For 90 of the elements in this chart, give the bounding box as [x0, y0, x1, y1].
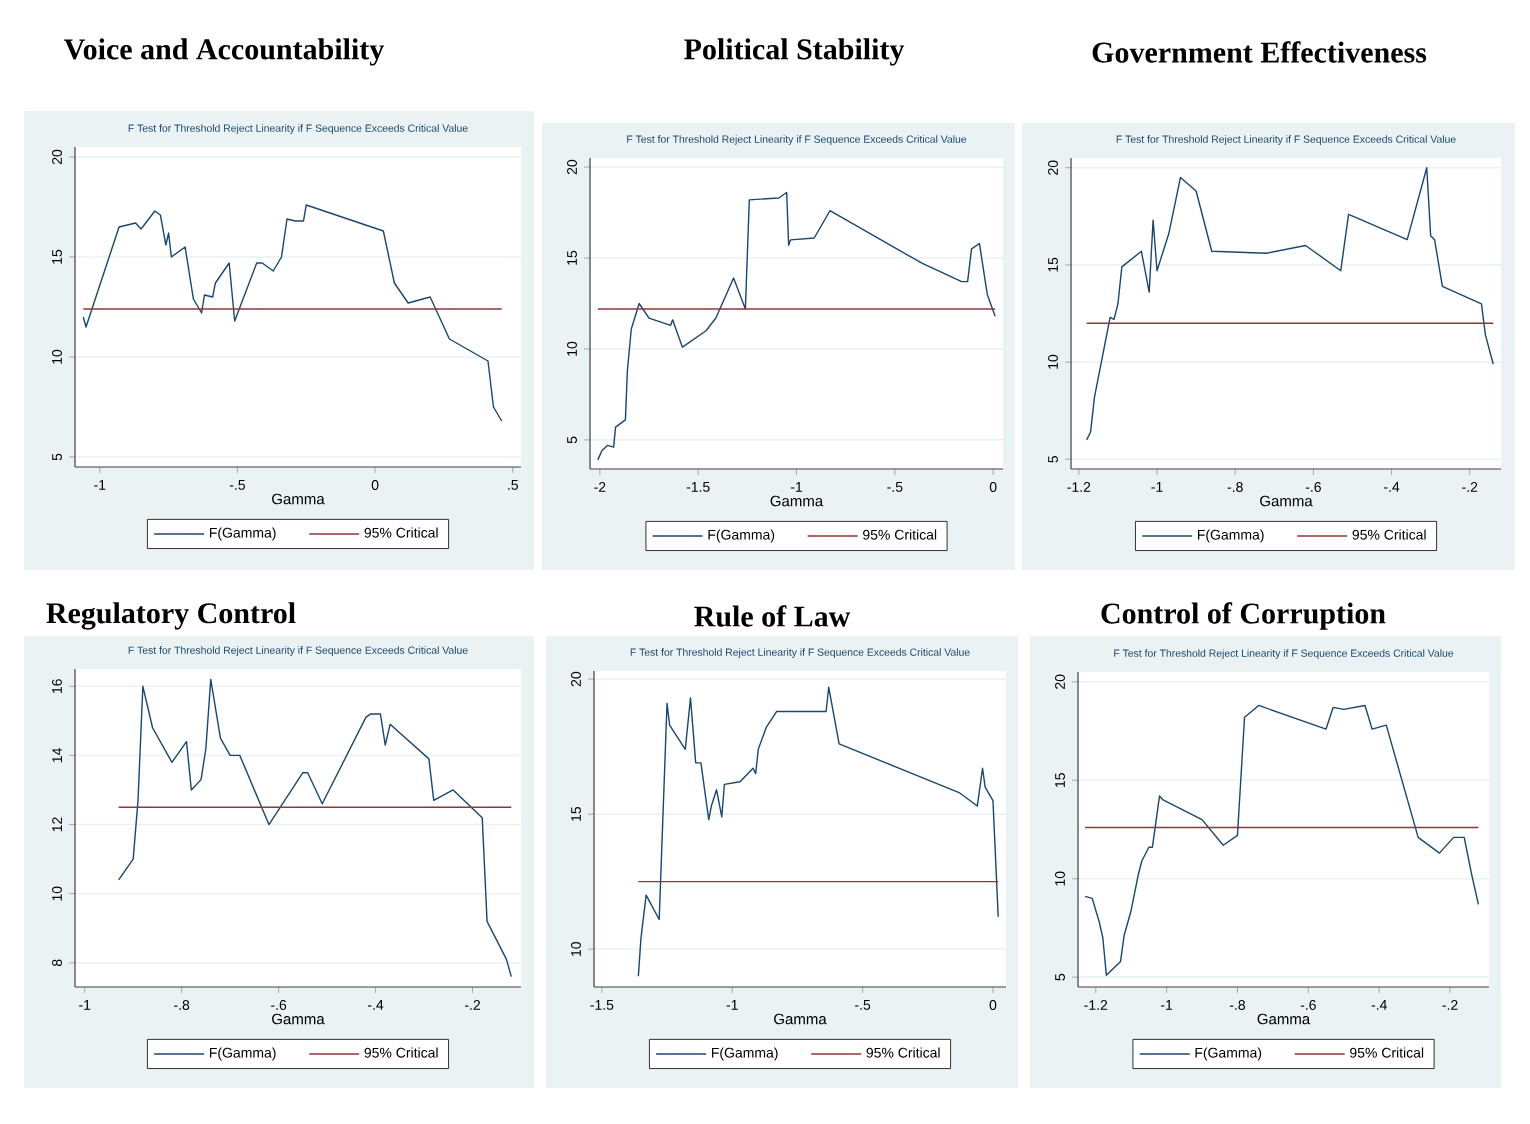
x-tick-label: -.5 — [229, 480, 245, 490]
y-tick-label: 15 — [52, 249, 62, 264]
x-tick-label: -.8 — [1227, 482, 1243, 492]
y-tick-label: 15 — [571, 806, 581, 821]
x-tick-label: -.4 — [1371, 1000, 1387, 1010]
x-tick-label: -.2 — [1462, 482, 1478, 492]
x-tick-label: -.2 — [464, 1000, 480, 1010]
x-tick-label: -.6 — [1300, 1000, 1316, 1010]
chart-title: Rule of Law — [694, 605, 851, 627]
x-tick-label: 0 — [371, 480, 379, 490]
y-tick-label: 5 — [52, 453, 62, 461]
x-tick-label: -1.5 — [590, 1000, 614, 1010]
x-tick-label: .5 — [508, 480, 518, 490]
x-tick-label: -1.5 — [686, 482, 710, 492]
legend-label: 95% Critical — [863, 529, 937, 540]
line-series — [1084, 704, 1480, 976]
legend-label: 95% Critical — [364, 527, 438, 538]
x-tick-label: -.8 — [1229, 1000, 1246, 1010]
x-axis-title: Gamma — [774, 1013, 827, 1025]
chart-subtitle: F Test for Threshold Reject Linearity if F Sequence Exceeds Critical Value — [1114, 649, 1454, 659]
y-tick-label: 5 — [567, 436, 577, 444]
line-series — [597, 191, 996, 461]
y-tick-label: 20 — [1048, 160, 1058, 175]
x-tick-label: -.5 — [855, 1000, 871, 1010]
x-tick-label: -.4 — [1384, 482, 1400, 492]
y-tick-label: 8 — [52, 959, 62, 967]
y-tick-label: 15 — [1048, 257, 1058, 272]
y-tick-label: 15 — [567, 250, 577, 265]
y-tick-label: 14 — [52, 748, 62, 763]
x-tick-label: -1.2 — [1067, 482, 1091, 492]
x-axis-title: Gamma — [770, 495, 824, 507]
y-tick-label: 20 — [1055, 674, 1065, 689]
line-series — [1085, 167, 1494, 441]
x-axis-title: Gamma — [1257, 1013, 1311, 1025]
chart-subtitle: F Test for Threshold Reject Linearity if F Sequence Exceeds Critical Value — [128, 646, 468, 656]
y-tick-label: 5 — [1048, 455, 1058, 463]
x-tick-label: -.6 — [1305, 482, 1321, 492]
x-tick-label: -.4 — [368, 1000, 384, 1010]
x-tick-label: -1.2 — [1084, 1000, 1108, 1010]
x-tick-label: -.8 — [174, 1000, 190, 1010]
legend-label: 95% Critical — [1352, 529, 1426, 540]
y-tick-label: 10 — [571, 941, 581, 956]
legend-label: F(Gamma) — [711, 1047, 778, 1061]
legend-label: 95% Critical — [364, 1047, 438, 1058]
y-tick-label: 10 — [567, 341, 577, 356]
chart-subtitle: F Test for Threshold Reject Linearity if F Sequence Exceeds Critical Value — [627, 135, 967, 145]
chart-subtitle: F Test for Threshold Reject Linearity if F Sequence Exceeds Critical Value — [128, 124, 468, 134]
chart-title: Political Stability — [684, 38, 905, 66]
x-tick-label: 0 — [989, 1000, 997, 1010]
x-tick-label: -1 — [790, 482, 803, 492]
x-tick-label: -.2 — [1442, 1000, 1458, 1010]
legend-label: F(Gamma) — [209, 1047, 276, 1061]
y-tick-label: 20 — [567, 159, 577, 175]
x-tick-label: 0 — [989, 482, 997, 492]
line-series — [637, 686, 999, 977]
x-tick-label: -2 — [594, 482, 606, 492]
x-tick-label: -1 — [1161, 1000, 1173, 1010]
chart-title: Voice and Accountability — [64, 38, 384, 66]
x-tick-label: -1 — [726, 1000, 738, 1010]
x-tick-label: -1 — [94, 480, 106, 490]
y-tick-label: 15 — [1055, 773, 1065, 787]
y-tick-label: 5 — [1055, 973, 1065, 981]
y-tick-label: 20 — [52, 149, 62, 165]
chart-title: Control of Corruption — [1101, 602, 1386, 630]
line-series — [117, 678, 512, 978]
line-series — [82, 204, 503, 422]
legend-label: F(Gamma) — [1198, 529, 1264, 543]
x-axis-title: Gamma — [272, 1013, 325, 1025]
y-tick-label: 16 — [52, 679, 62, 694]
y-tick-label: 10 — [52, 886, 62, 901]
x-axis-title: Gamma — [1260, 495, 1313, 507]
chart-subtitle: F Test for Threshold Reject Linearity if F Sequence Exceeds Critical Value — [630, 648, 970, 658]
x-tick-label: -1 — [79, 1000, 91, 1010]
y-tick-label: 10 — [1048, 354, 1058, 369]
legend-label: F(Gamma) — [209, 527, 276, 541]
legend-label: 95% Critical — [866, 1047, 940, 1058]
legend-label: F(Gamma) — [708, 529, 775, 543]
x-tick-label: -.6 — [271, 1000, 287, 1010]
x-axis-title: Gamma — [272, 493, 325, 505]
legend-label: F(Gamma) — [1195, 1047, 1262, 1061]
chart-subtitle: F Test for Threshold Reject Linearity if F Sequence Exceeds Critical Value — [1116, 135, 1456, 145]
y-tick-label: 10 — [52, 349, 62, 364]
chart-title: Regulatory Control — [46, 602, 296, 630]
chart-title: Government Effectiveness — [1092, 41, 1427, 63]
x-tick-label: -1 — [1151, 482, 1163, 492]
y-tick-label: 10 — [1055, 871, 1065, 886]
x-tick-label: -.5 — [887, 482, 903, 492]
legend-label: 95% Critical — [1350, 1047, 1424, 1058]
y-tick-label: 20 — [571, 671, 581, 687]
y-tick-label: 12 — [52, 817, 62, 832]
